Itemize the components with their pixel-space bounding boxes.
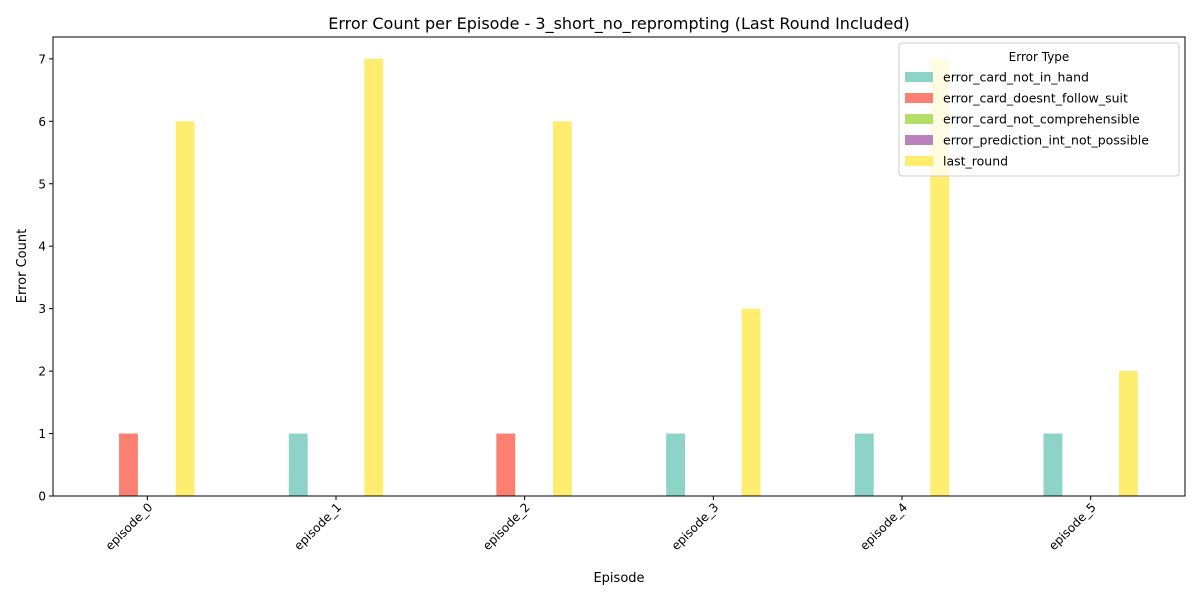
bar-error_card_not_in_hand-episode_4	[854, 433, 874, 496]
legend: Error Type error_card_not_in_hand error_ca…	[898, 42, 1180, 177]
legend-swatch-error_prediction_int_not_possible	[905, 135, 933, 145]
x-tick-label: episode_3	[669, 500, 722, 553]
y-tick-label: 7	[38, 52, 46, 66]
bar-error_card_not_in_hand-episode_5	[1043, 433, 1063, 496]
legend-label-last_round: last_round	[943, 154, 1008, 169]
bar-error_card_not_in_hand-episode_1	[288, 433, 308, 496]
y-axis-label: Error Count	[15, 229, 30, 303]
x-tick-label: episode_2	[480, 500, 533, 553]
x-axis-label: Episode	[593, 571, 644, 586]
x-tick-label: episode_1	[291, 500, 344, 553]
bar-error_card_not_in_hand-episode_3	[666, 433, 686, 496]
y-tick-label: 4	[38, 240, 46, 254]
y-tick-label: 1	[38, 427, 46, 441]
y-tick-label: 3	[38, 302, 46, 316]
legend-label-error_card_doesnt_follow_suit: error_card_doesnt_follow_suit	[943, 91, 1128, 106]
legend-swatch-error_card_doesnt_follow_suit	[905, 93, 933, 103]
legend-label-error_card_not_comprehensible: error_card_not_comprehensible	[943, 112, 1140, 127]
bar-last_round-episode_0	[175, 121, 195, 496]
bar-last_round-episode_2	[552, 121, 572, 496]
x-tick-label: episode_0	[103, 500, 156, 553]
y-tick-label: 5	[38, 177, 46, 191]
y-tick-label: 6	[38, 115, 46, 129]
bar-last_round-episode_3	[741, 308, 761, 496]
bar-last_round-episode_1	[364, 58, 384, 496]
bar-error_card_doesnt_follow_suit-episode_2	[496, 433, 516, 496]
legend-swatch-last_round	[905, 156, 933, 166]
chart-title: Error Count per Episode - 3_short_no_rep…	[328, 14, 909, 34]
y-tick-label: 0	[38, 490, 46, 504]
plot-frame	[52, 36, 1186, 497]
bar-last_round-episode_5	[1118, 371, 1138, 496]
legend-swatch-error_card_not_in_hand	[905, 72, 933, 82]
legend-swatch-error_card_not_comprehensible	[905, 114, 933, 124]
bar-error_card_doesnt_follow_suit-episode_0	[119, 433, 138, 496]
y-tick-label: 2	[38, 365, 46, 379]
x-tick-label: episode_5	[1046, 500, 1099, 553]
legend-title: Error Type	[1009, 50, 1070, 64]
x-tick-label: episode_4	[857, 500, 910, 553]
legend-label-error_prediction_int_not_possible: error_prediction_int_not_possible	[943, 133, 1149, 148]
legend-label-error_card_not_in_hand: error_card_not_in_hand	[943, 70, 1089, 85]
legend-box	[898, 42, 1180, 177]
